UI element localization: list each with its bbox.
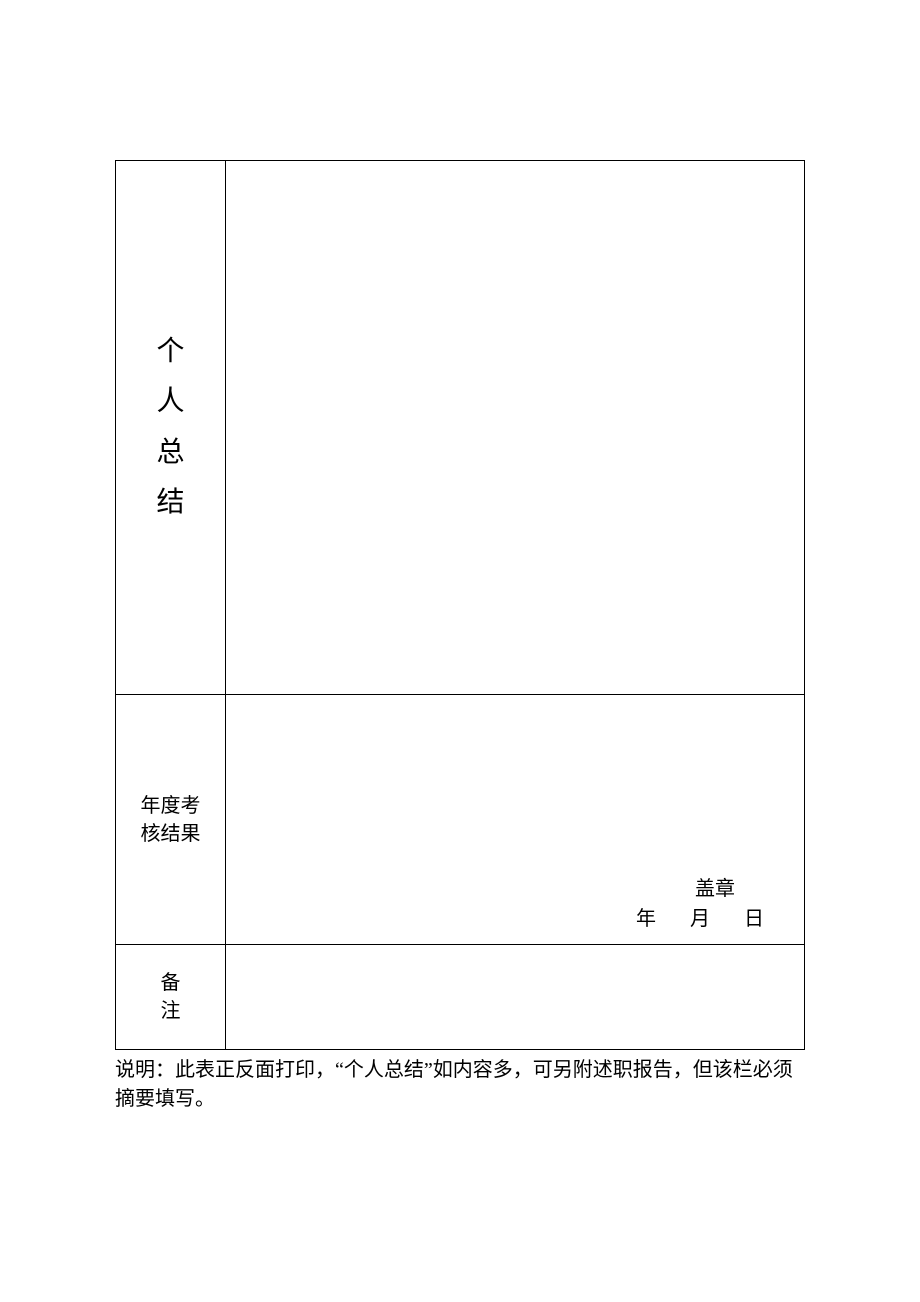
label-remarks: 备 注 <box>116 945 226 1050</box>
label-personal-summary: 个 人 总 结 <box>116 161 226 695</box>
vertical-label-summary: 个 人 总 结 <box>124 327 217 529</box>
assessment-label-line1: 年度考 <box>124 792 217 820</box>
assessment-label: 年度考 核结果 <box>124 792 217 848</box>
assessment-label-line2: 核结果 <box>124 820 217 848</box>
note-body: 此表正反面打印，“个人总结”如内容多，可另附述职报告，但该栏必须摘要填写。 <box>115 1059 793 1110</box>
form-table: 个 人 总 结 年度考 核结果 盖章 年 月 日 <box>115 160 805 1050</box>
remarks-label: 备 注 <box>124 969 217 1025</box>
date-day: 日 <box>744 908 764 930</box>
note-prefix: 说明： <box>115 1059 175 1081</box>
date-month: 月 <box>690 908 710 930</box>
content-remarks <box>226 945 805 1050</box>
char-1: 个 <box>124 327 217 377</box>
content-personal-summary <box>226 161 805 695</box>
date-line: 年月日 <box>636 904 764 934</box>
remarks-label-line2: 注 <box>124 997 217 1025</box>
row-personal-summary: 个 人 总 结 <box>116 161 805 695</box>
stamp-date-block: 盖章 年 月 日 <box>636 874 764 934</box>
content-annual-assessment: 盖章 年 月 日 <box>226 695 805 945</box>
row-remarks: 备 注 <box>116 945 805 1050</box>
char-3: 总 <box>124 428 217 478</box>
label-annual-assessment: 年度考 核结果 <box>116 695 226 945</box>
stamp-text: 盖章 <box>666 874 764 904</box>
page-container: 个 人 总 结 年度考 核结果 盖章 年 月 日 <box>115 160 805 1114</box>
char-4: 结 <box>124 478 217 528</box>
remarks-label-line1: 备 <box>124 969 217 997</box>
row-annual-assessment: 年度考 核结果 盖章 年 月 日 <box>116 695 805 945</box>
date-year: 年 <box>636 908 656 930</box>
note-text: 说明：此表正反面打印，“个人总结”如内容多，可另附述职报告，但该栏必须摘要填写。 <box>115 1056 805 1114</box>
char-2: 人 <box>124 377 217 427</box>
